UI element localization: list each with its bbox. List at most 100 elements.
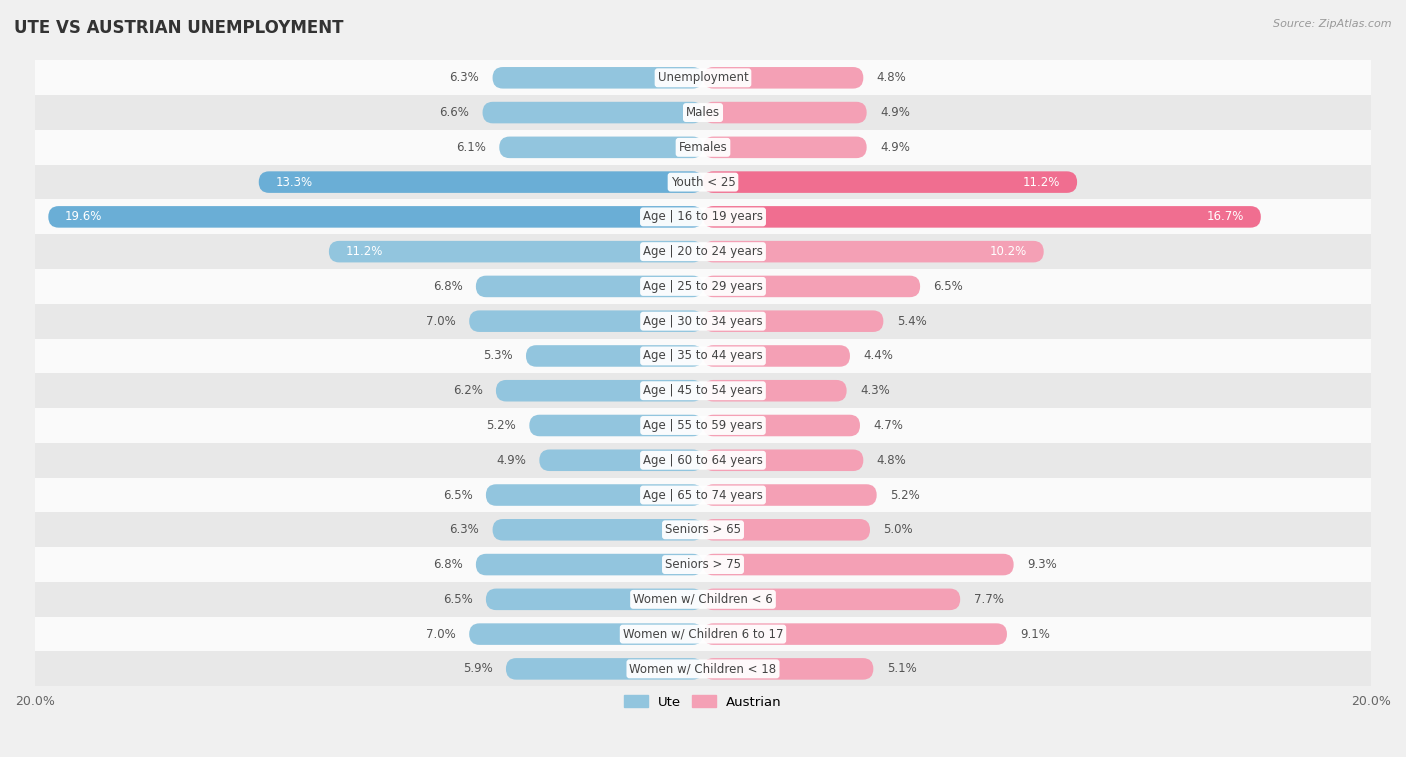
Text: 6.8%: 6.8% bbox=[433, 280, 463, 293]
Text: 4.9%: 4.9% bbox=[880, 141, 910, 154]
Bar bbox=[35, 200, 1371, 234]
FancyBboxPatch shape bbox=[703, 136, 866, 158]
FancyBboxPatch shape bbox=[703, 67, 863, 89]
Text: Seniors > 75: Seniors > 75 bbox=[665, 558, 741, 571]
FancyBboxPatch shape bbox=[703, 519, 870, 540]
Text: Age | 20 to 24 years: Age | 20 to 24 years bbox=[643, 245, 763, 258]
Text: Females: Females bbox=[679, 141, 727, 154]
FancyBboxPatch shape bbox=[703, 276, 920, 298]
Bar bbox=[35, 304, 1371, 338]
Text: 4.9%: 4.9% bbox=[496, 453, 526, 467]
Text: 6.2%: 6.2% bbox=[453, 385, 482, 397]
Text: 4.9%: 4.9% bbox=[880, 106, 910, 119]
Bar bbox=[35, 234, 1371, 269]
FancyBboxPatch shape bbox=[475, 276, 703, 298]
FancyBboxPatch shape bbox=[703, 310, 883, 332]
Text: 5.2%: 5.2% bbox=[890, 488, 920, 502]
Text: 4.3%: 4.3% bbox=[860, 385, 890, 397]
Text: 19.6%: 19.6% bbox=[65, 210, 103, 223]
Text: 5.3%: 5.3% bbox=[484, 350, 513, 363]
FancyBboxPatch shape bbox=[703, 171, 1077, 193]
FancyBboxPatch shape bbox=[703, 588, 960, 610]
FancyBboxPatch shape bbox=[259, 171, 703, 193]
Bar bbox=[35, 130, 1371, 165]
Bar bbox=[35, 582, 1371, 617]
Bar bbox=[35, 61, 1371, 95]
Bar bbox=[35, 408, 1371, 443]
Text: 6.3%: 6.3% bbox=[450, 523, 479, 536]
FancyBboxPatch shape bbox=[703, 623, 1007, 645]
FancyBboxPatch shape bbox=[703, 101, 866, 123]
FancyBboxPatch shape bbox=[703, 450, 863, 471]
Bar bbox=[35, 512, 1371, 547]
Text: 7.7%: 7.7% bbox=[973, 593, 1004, 606]
Bar bbox=[35, 95, 1371, 130]
FancyBboxPatch shape bbox=[470, 310, 703, 332]
FancyBboxPatch shape bbox=[703, 380, 846, 401]
Text: 4.8%: 4.8% bbox=[877, 453, 907, 467]
Bar bbox=[35, 478, 1371, 512]
FancyBboxPatch shape bbox=[48, 206, 703, 228]
Text: 11.2%: 11.2% bbox=[346, 245, 382, 258]
FancyBboxPatch shape bbox=[529, 415, 703, 436]
Text: Unemployment: Unemployment bbox=[658, 71, 748, 84]
Text: 5.2%: 5.2% bbox=[486, 419, 516, 432]
Bar bbox=[35, 269, 1371, 304]
Text: 6.5%: 6.5% bbox=[934, 280, 963, 293]
FancyBboxPatch shape bbox=[492, 519, 703, 540]
Legend: Ute, Austrian: Ute, Austrian bbox=[619, 690, 787, 714]
Text: Youth < 25: Youth < 25 bbox=[671, 176, 735, 188]
Text: Age | 60 to 64 years: Age | 60 to 64 years bbox=[643, 453, 763, 467]
Bar bbox=[35, 652, 1371, 687]
Bar bbox=[35, 443, 1371, 478]
FancyBboxPatch shape bbox=[703, 554, 1014, 575]
Text: Women w/ Children < 18: Women w/ Children < 18 bbox=[630, 662, 776, 675]
Text: 4.4%: 4.4% bbox=[863, 350, 893, 363]
Text: 10.2%: 10.2% bbox=[990, 245, 1026, 258]
Bar bbox=[35, 617, 1371, 652]
FancyBboxPatch shape bbox=[703, 345, 851, 366]
Text: 5.4%: 5.4% bbox=[897, 315, 927, 328]
Text: Age | 30 to 34 years: Age | 30 to 34 years bbox=[643, 315, 763, 328]
Text: 6.6%: 6.6% bbox=[439, 106, 470, 119]
Bar bbox=[35, 165, 1371, 200]
Text: Women w/ Children < 6: Women w/ Children < 6 bbox=[633, 593, 773, 606]
Text: 6.8%: 6.8% bbox=[433, 558, 463, 571]
Text: 6.1%: 6.1% bbox=[456, 141, 486, 154]
Text: 9.1%: 9.1% bbox=[1021, 628, 1050, 640]
Text: 4.7%: 4.7% bbox=[873, 419, 903, 432]
FancyBboxPatch shape bbox=[506, 658, 703, 680]
Text: 5.0%: 5.0% bbox=[883, 523, 912, 536]
FancyBboxPatch shape bbox=[329, 241, 703, 263]
Text: 6.3%: 6.3% bbox=[450, 71, 479, 84]
FancyBboxPatch shape bbox=[703, 241, 1043, 263]
Text: 6.5%: 6.5% bbox=[443, 593, 472, 606]
FancyBboxPatch shape bbox=[540, 450, 703, 471]
FancyBboxPatch shape bbox=[703, 206, 1261, 228]
FancyBboxPatch shape bbox=[499, 136, 703, 158]
FancyBboxPatch shape bbox=[470, 623, 703, 645]
Text: 16.7%: 16.7% bbox=[1206, 210, 1244, 223]
Text: Women w/ Children 6 to 17: Women w/ Children 6 to 17 bbox=[623, 628, 783, 640]
Text: Source: ZipAtlas.com: Source: ZipAtlas.com bbox=[1274, 19, 1392, 29]
FancyBboxPatch shape bbox=[526, 345, 703, 366]
Text: 9.3%: 9.3% bbox=[1026, 558, 1057, 571]
Text: UTE VS AUSTRIAN UNEMPLOYMENT: UTE VS AUSTRIAN UNEMPLOYMENT bbox=[14, 19, 343, 37]
Text: Age | 35 to 44 years: Age | 35 to 44 years bbox=[643, 350, 763, 363]
Text: 6.5%: 6.5% bbox=[443, 488, 472, 502]
Text: Age | 25 to 29 years: Age | 25 to 29 years bbox=[643, 280, 763, 293]
Bar bbox=[35, 373, 1371, 408]
FancyBboxPatch shape bbox=[496, 380, 703, 401]
FancyBboxPatch shape bbox=[486, 588, 703, 610]
Text: Age | 55 to 59 years: Age | 55 to 59 years bbox=[643, 419, 763, 432]
FancyBboxPatch shape bbox=[492, 67, 703, 89]
FancyBboxPatch shape bbox=[703, 415, 860, 436]
Text: 11.2%: 11.2% bbox=[1024, 176, 1060, 188]
Text: 5.1%: 5.1% bbox=[887, 662, 917, 675]
Text: 7.0%: 7.0% bbox=[426, 628, 456, 640]
Text: Males: Males bbox=[686, 106, 720, 119]
FancyBboxPatch shape bbox=[475, 554, 703, 575]
FancyBboxPatch shape bbox=[482, 101, 703, 123]
FancyBboxPatch shape bbox=[703, 484, 877, 506]
Text: 13.3%: 13.3% bbox=[276, 176, 312, 188]
